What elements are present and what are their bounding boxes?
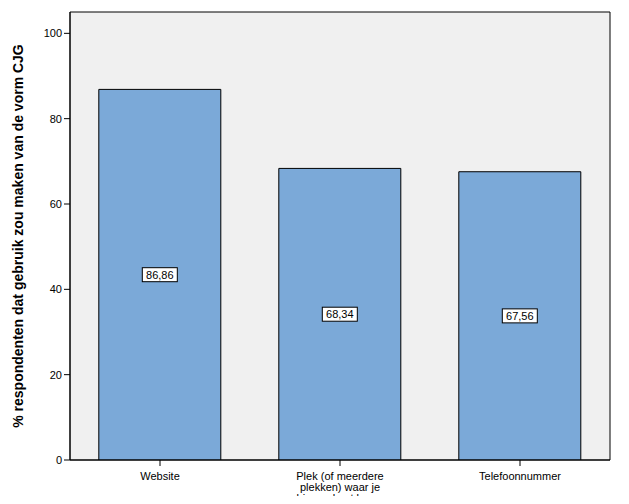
svg-text:67,56: 67,56: [506, 310, 534, 322]
svg-text:20: 20: [50, 369, 62, 381]
svg-text:40: 40: [50, 283, 62, 295]
svg-text:0: 0: [56, 454, 62, 466]
svg-text:60: 60: [50, 198, 62, 210]
svg-text:86,86: 86,86: [146, 269, 174, 281]
svg-text:Telefoonnummer: Telefoonnummer: [479, 470, 561, 482]
svg-text:% respondenten dat gebruik zou: % respondenten dat gebruik zou maken van…: [10, 44, 26, 428]
svg-text:Plek (of meerdereplekken) waar: Plek (of meerdereplekken) waar jebinnen …: [296, 470, 383, 496]
svg-text:100: 100: [44, 27, 62, 39]
svg-text:68,34: 68,34: [326, 308, 354, 320]
svg-text:80: 80: [50, 113, 62, 125]
svg-text:Website: Website: [140, 470, 180, 482]
